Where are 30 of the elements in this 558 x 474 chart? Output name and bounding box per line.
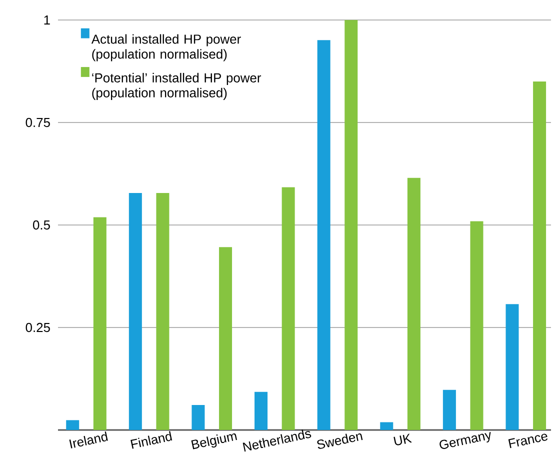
bar: [66, 420, 80, 430]
x-tick-label: Ireland: [69, 431, 108, 448]
bar: [380, 422, 394, 430]
x-tick-label: Belgium: [191, 433, 238, 450]
x-tick-label: UK: [394, 434, 412, 446]
x-tick-label: Finland: [130, 431, 172, 449]
x-tick-label: France: [508, 434, 548, 448]
bar: [254, 392, 268, 430]
bar: [282, 187, 295, 430]
bar: [344, 20, 358, 430]
bar: [219, 247, 232, 430]
y-tick-label: 1: [44, 16, 50, 24]
legend-label: ‘Potential’ installed HP power (population normalised): [92, 72, 262, 100]
y-tick-label: 0.5: [32, 220, 50, 230]
legend-label: Actual installed HP power (population normalised): [91, 34, 241, 62]
bar: [470, 221, 484, 430]
y-tick-label: 0.25: [26, 322, 50, 332]
x-tick-label: Netherlands: [242, 430, 312, 452]
y-tick-label: 0.75: [26, 118, 50, 128]
bar: [128, 193, 142, 430]
bar: [93, 217, 106, 430]
bar: [192, 404, 205, 430]
bar: [506, 304, 519, 430]
bar: [533, 81, 546, 430]
x-tick-label: Germany: [440, 432, 491, 449]
bar: [156, 193, 170, 430]
x-tick-label: Sweden: [317, 433, 363, 449]
bar: [442, 390, 456, 430]
bar: [317, 40, 330, 430]
bar: [407, 178, 420, 430]
